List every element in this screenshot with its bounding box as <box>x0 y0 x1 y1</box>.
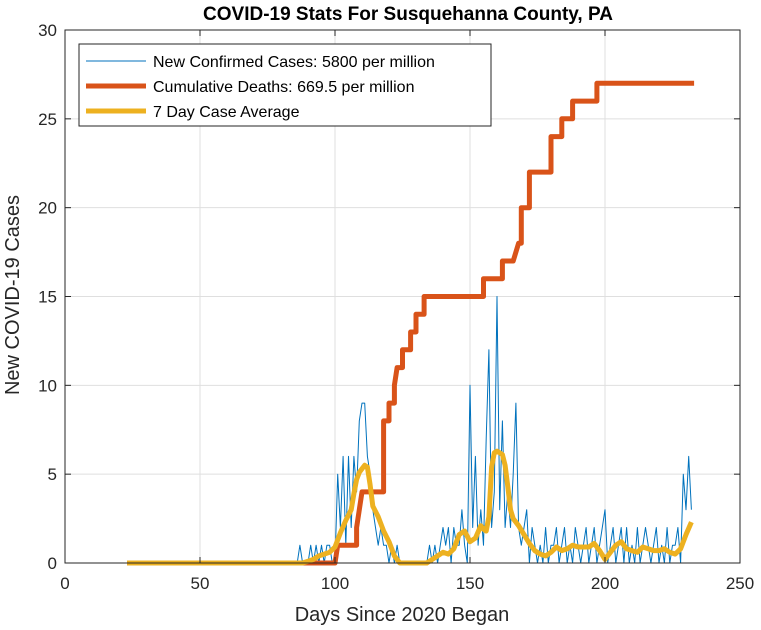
legend-label: 7 Day Case Average <box>153 104 300 121</box>
y-tick-label: 10 <box>38 376 57 395</box>
y-tick-label: 15 <box>38 288 57 307</box>
y-tick-label: 20 <box>38 199 57 218</box>
x-tick-label: 250 <box>726 574 754 593</box>
y-tick-label: 0 <box>48 554 57 573</box>
chart-title: COVID-19 Stats For Susquehanna County, P… <box>203 4 613 25</box>
legend-label: Cumulative Deaths: 669.5 per million <box>153 79 414 96</box>
legend-box <box>78 43 492 127</box>
y-tick-label: 30 <box>38 21 57 40</box>
y-tick-label: 5 <box>48 465 57 484</box>
x-tick-label: 200 <box>591 574 619 593</box>
series-7-day-average-line <box>127 448 694 566</box>
x-tick-label: 0 <box>60 574 69 593</box>
legend-label: New Confirmed Cases: 5800 per million <box>153 54 435 71</box>
axis-ticks: 0 50 100 150 200 250 0 5 10 15 20 25 30 <box>38 21 754 593</box>
x-tick-label: 100 <box>321 574 349 593</box>
y-tick-label: 25 <box>38 110 57 129</box>
x-tick-label: 150 <box>456 574 484 593</box>
x-axis-label: Days Since 2020 Began <box>295 604 510 626</box>
legend: New Confirmed Cases: 5800 per million Cum… <box>78 43 492 127</box>
y-axis-label: New COVID-19 Cases <box>2 195 24 395</box>
x-tick-label: 50 <box>191 574 210 593</box>
